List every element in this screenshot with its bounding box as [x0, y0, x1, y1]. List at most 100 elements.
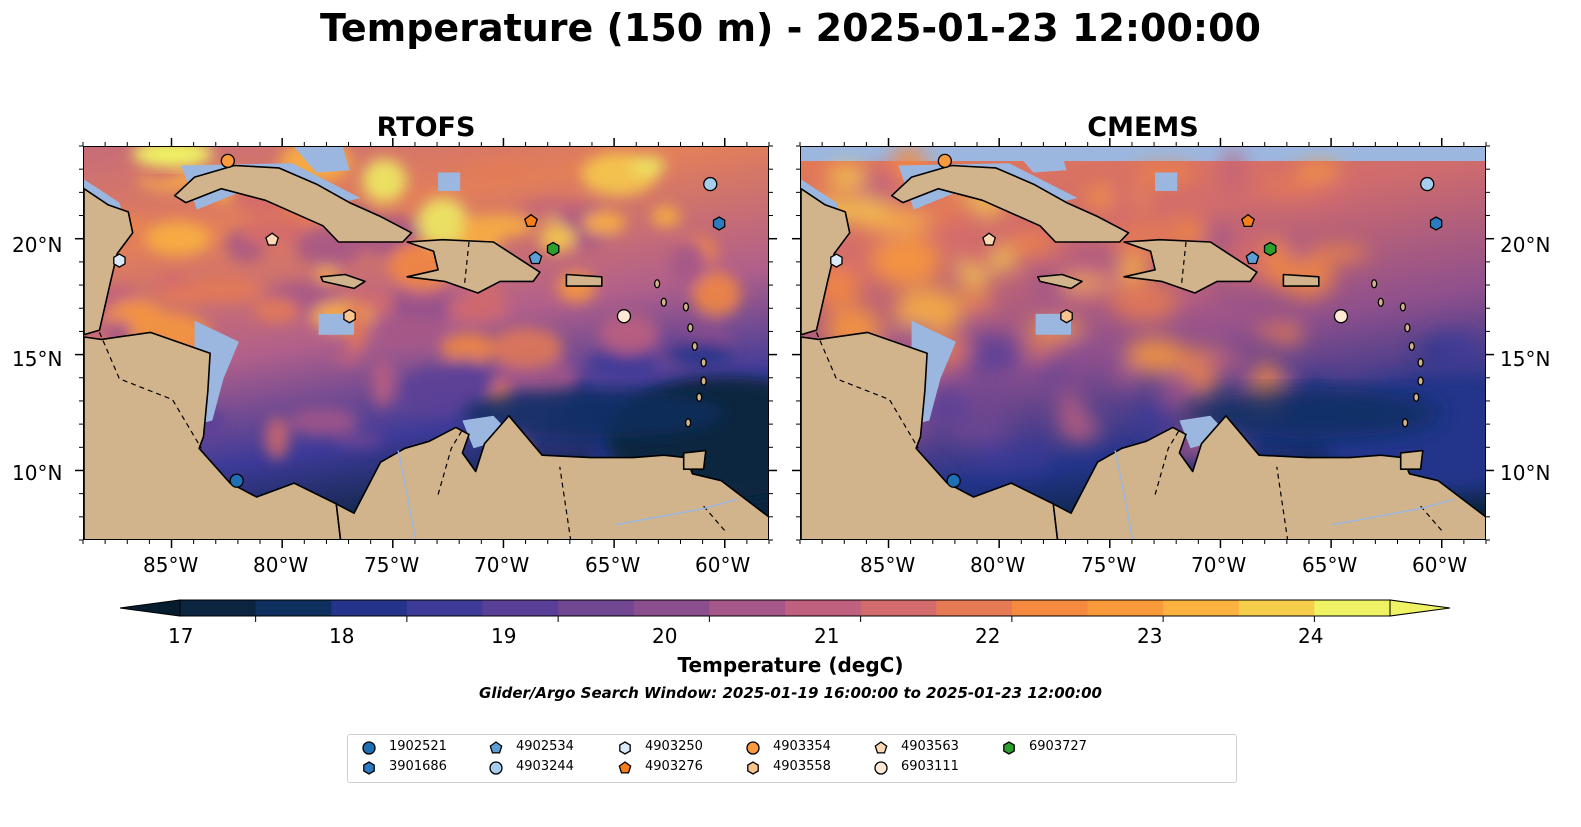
colorbar-bin — [1087, 600, 1164, 616]
hexagon-icon — [363, 761, 375, 775]
lon-label: 70°W — [474, 553, 530, 577]
float-marker-4903244 — [489, 761, 503, 775]
panel-title-cmems: CMEMS — [1087, 112, 1199, 143]
lat-label: 10°N — [1500, 461, 1551, 485]
colorbar-bin — [1314, 600, 1391, 616]
hexagon-icon — [1003, 741, 1015, 755]
float-marker-4903250 — [619, 741, 631, 755]
colorbar-bin — [633, 600, 710, 616]
hexagon-icon — [747, 761, 759, 775]
float-marker-4903558 — [747, 761, 759, 775]
colorbar-bin — [558, 600, 635, 616]
legend-label: 6903111 — [901, 759, 959, 774]
lon-label: 75°W — [1081, 553, 1137, 577]
lon-label: 65°W — [585, 553, 641, 577]
figure-title: Temperature (150 m) - 2025-01-23 12:00:0… — [319, 6, 1261, 50]
float-marker-4903563 — [874, 741, 888, 754]
legend-label: 1902521 — [389, 739, 447, 754]
pentagon-icon — [874, 741, 888, 754]
legend-label: 4903563 — [901, 739, 959, 754]
legend-label: 6903727 — [1029, 739, 1087, 754]
colorbar-tick: 24 — [1298, 624, 1324, 648]
legend-label: 4902534 — [516, 739, 574, 754]
panel-title-rtofs: RTOFS — [376, 112, 476, 143]
legend-label: 3901686 — [389, 759, 447, 774]
lat-label: 10°N — [12, 461, 63, 485]
search-window-text: Glider/Argo Search Window: 2025-01-19 16… — [479, 684, 1102, 702]
float-marker-4903244 — [703, 176, 718, 192]
colorbar-bin — [785, 600, 862, 616]
colorbar-bin — [255, 600, 332, 616]
float-marker-1902521 — [362, 741, 376, 755]
colorbar-tick: 19 — [491, 624, 517, 648]
lon-label: 80°W — [970, 553, 1026, 577]
float-marker-1902521 — [229, 473, 244, 488]
lat-label: 20°N — [1500, 233, 1551, 257]
float-marker-4903250 — [113, 253, 126, 268]
colorbar-tick-labels: 17 18 19 20 21 22 23 24 — [0, 624, 1581, 650]
pentagon-icon — [489, 741, 503, 754]
float-marker-4903354 — [937, 153, 952, 169]
float-marker-4903354 — [220, 153, 235, 169]
colorbar-bin — [1238, 600, 1315, 616]
colorbar-bin — [482, 600, 559, 616]
marker-legend: 1902521 3901686 4902534 4903244 4903250 49032… — [347, 734, 1237, 783]
legend-label: 4903558 — [773, 759, 831, 774]
lat-label: 20°N — [12, 233, 63, 257]
float-marker-4903276 — [618, 761, 632, 774]
float-marker-3901686 — [363, 761, 375, 775]
colorbar-tick: 20 — [652, 624, 678, 648]
legend-label: 4903250 — [645, 739, 703, 754]
lon-label: 60°W — [695, 553, 751, 577]
float-marker-4903558 — [1060, 308, 1073, 324]
hexagon-icon — [619, 741, 631, 755]
float-marker-4903276 — [1241, 213, 1255, 228]
colorbar-label: Temperature (degC) — [677, 653, 904, 677]
colorbar-bin — [936, 600, 1013, 616]
lon-label: 85°W — [860, 553, 916, 577]
circle-icon — [874, 761, 888, 775]
lon-label: 70°W — [1191, 553, 1247, 577]
legend-label: 4903354 — [773, 739, 831, 754]
float-marker-6903727 — [1263, 241, 1277, 257]
colorbar-tick: 17 — [168, 624, 194, 648]
colorbar-tick: 21 — [814, 624, 840, 648]
float-marker-6903111 — [874, 761, 888, 775]
legend-label: 4903244 — [516, 759, 574, 774]
float-marker-4903354 — [746, 741, 760, 755]
lat-label: 15°N — [12, 347, 63, 371]
float-marker-3901686 — [1429, 216, 1443, 231]
float-marker-4902534 — [528, 250, 543, 265]
colorbar-tick: 18 — [329, 624, 355, 648]
colorbar-bin — [406, 600, 483, 616]
float-marker-4903250 — [830, 253, 843, 268]
rtofs-map — [83, 146, 769, 540]
float-marker-6903111 — [616, 309, 632, 324]
colorbar — [119, 599, 1451, 622]
colorbar-bin — [709, 600, 786, 616]
float-marker-4902534 — [1245, 250, 1260, 265]
legend-label: 4903276 — [645, 759, 703, 774]
lon-label: 60°W — [1412, 553, 1468, 577]
rtofs-temperature-field — [84, 147, 768, 539]
lon-label: 65°W — [1302, 553, 1358, 577]
cmems-map — [800, 146, 1486, 540]
float-marker-6903111 — [1333, 309, 1349, 324]
colorbar-bin — [180, 600, 257, 616]
colorbar-tick: 22 — [975, 624, 1001, 648]
cmems-temperature-field — [801, 147, 1485, 539]
colorbar-tick: 23 — [1137, 624, 1163, 648]
lat-label: 15°N — [1500, 347, 1551, 371]
lon-label: 80°W — [253, 553, 309, 577]
pentagon-icon — [618, 761, 632, 774]
float-marker-6903727 — [546, 241, 560, 257]
float-marker-4903558 — [343, 308, 356, 324]
circle-icon — [362, 741, 376, 755]
colorbar-bin — [331, 600, 408, 616]
float-marker-4902534 — [489, 741, 503, 754]
float-marker-1902521 — [946, 473, 961, 488]
lon-label: 75°W — [364, 553, 420, 577]
colorbar-bin — [1011, 600, 1088, 616]
float-marker-4903244 — [1420, 176, 1435, 192]
